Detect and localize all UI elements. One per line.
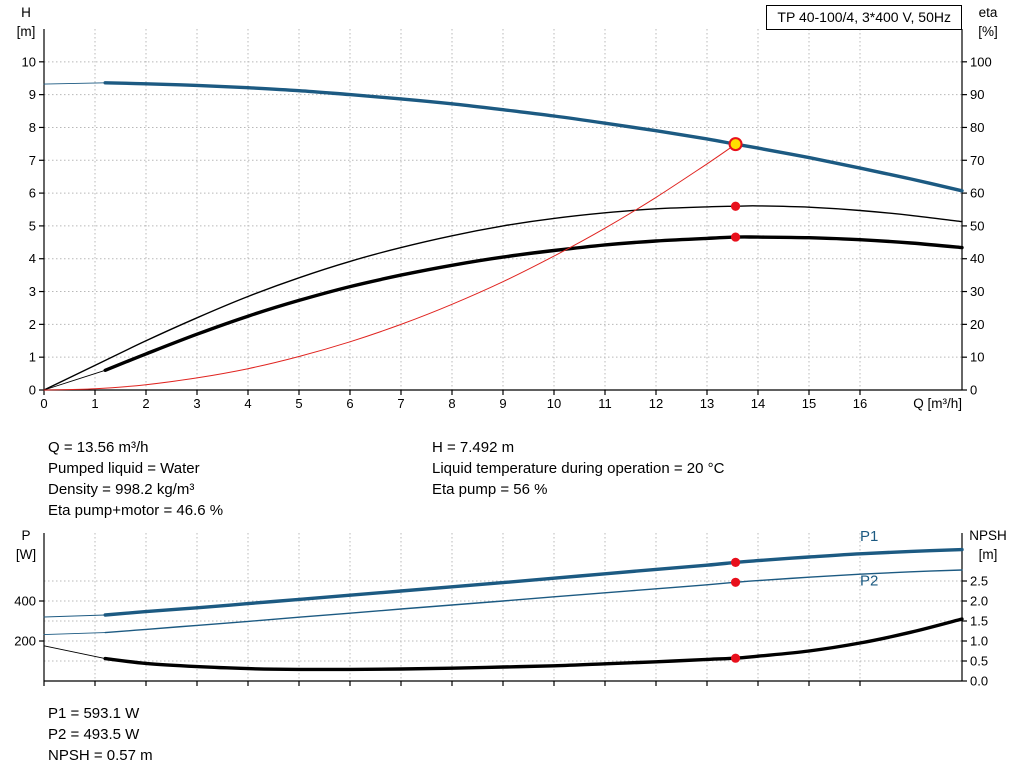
eta-pump-curve [43,205,963,391]
left-axis-tick-label: 6 [29,186,36,201]
left-axis-tick-label: 8 [29,120,36,135]
power-npsh-panel: P1 = 593.1 W P2 = 493.5 W NPSH = 0.57 m [48,703,153,766]
right-axis-tick-label: 1.5 [970,614,988,629]
right-axis-tick-label: 80 [970,120,984,135]
curve-label-p1: P1 [860,528,878,545]
x-axis-tick-label: 15 [802,396,816,411]
left-axis-tick-label: 5 [29,218,36,233]
x-axis-tick-label: 4 [244,396,251,411]
x-axis-tick-label: 16 [853,396,867,411]
right-axis-title-unit: [m] [979,547,998,562]
right-axis-tick-label: 30 [970,284,984,299]
right-axis-title: NPSH [969,528,1007,543]
right-axis-tick-label: 0.0 [970,674,988,689]
right-axis-title: eta [979,5,998,20]
right-axis-tick-label: 10 [970,350,984,365]
x-axis-tick-label: 6 [346,396,353,411]
x-axis-tick-label: 13 [700,396,714,411]
eta-pump-motor-curve [103,235,964,372]
right-axis-tick-label: 2.0 [970,594,988,609]
right-axis-tick-label: 2.5 [970,574,988,589]
left-axis-tick-label: 10 [22,54,36,69]
left-axis-tick-label: 2 [29,317,36,332]
left-axis-title: P [21,528,30,543]
operating-point-dot [730,201,741,211]
head-lead-in [43,82,106,85]
operating-data-right-column: H = 7.492 m Liquid temperature during op… [432,437,724,500]
p2-lead-in [43,632,106,636]
right-axis-tick-label: 60 [970,186,984,201]
eta-pump-motor-lead-in [43,369,106,391]
left-axis-tick-label: 200 [14,634,36,649]
x-axis-tick-label: 11 [598,396,612,411]
operating-point-dot [730,557,741,567]
right-axis-title-unit: [%] [978,24,998,39]
x-axis-tick-label: 3 [193,396,200,411]
left-axis-tick-label: 1 [29,350,36,365]
x-axis-tick-label: 1 [91,396,98,411]
right-axis-tick-label: 70 [970,153,984,168]
bottom-chart-svg: 200 400 0.0 0.5 1.0 1.5 2.0 2.5 P [W] NPSH [m] P1 P2 [14,528,1007,689]
curve-label-p2: P2 [860,572,878,589]
p1-lead-in [43,614,106,618]
x-axis-tick-label: 10 [547,396,561,411]
x-axis-tick-label: 5 [295,396,302,411]
right-axis-tick-label: 90 [970,87,984,102]
right-axis-tick-label: 1.0 [970,634,988,649]
right-axis-tick-label: 0 [970,383,977,398]
info-pumped-liquid: Pumped liquid = Water [48,460,200,477]
x-axis-tick-label: 7 [397,396,404,411]
left-axis-tick-label: 4 [29,251,36,266]
info-eta-pump: Eta pump = 56 % [432,481,548,498]
x-axis-tick-label: 14 [751,396,765,411]
x-axis-tick-label: 0 [40,396,47,411]
right-axis-tick-label: 50 [970,218,984,233]
p2-curve [104,569,963,634]
info-head: H = 7.492 m [432,439,515,456]
info-liquid-temperature: Liquid temperature during operation = 20… [432,460,725,477]
npsh-lead-in [43,645,106,660]
info-flow: Q = 13.56 m³/h [48,439,149,456]
left-axis-tick-label: 3 [29,284,36,299]
p1-curve [103,547,964,617]
right-axis-tick-label: 40 [970,251,984,266]
pump-title-box: TP 40-100/4, 3*400 V, 50Hz [766,5,962,30]
left-axis-title-unit: [W] [16,547,36,562]
left-axis-tick-label: 7 [29,153,36,168]
right-axis-tick-label: 100 [970,54,992,69]
x-axis-tick-label: 2 [142,396,149,411]
right-axis-tick-label: 20 [970,317,984,332]
left-axis-tick-label: 9 [29,87,36,102]
x-axis-title: Q [m³/h] [913,396,962,411]
duty-point-marker [728,137,743,152]
x-axis-tick-label: 9 [499,396,506,411]
system-curve [43,143,737,391]
left-axis-title-unit: [m] [17,24,36,39]
right-axis-tick-label: 0.5 [970,654,988,669]
left-axis-title: H [21,5,31,20]
info-p2: P2 = 493.5 W [48,726,140,743]
info-p1: P1 = 593.1 W [48,705,140,722]
operating-point-dot [730,232,741,242]
operating-data-left-column: Q = 13.56 m³/h Pumped liquid = Water Den… [48,437,223,521]
operating-point-dot [730,653,741,663]
info-eta-pump-motor: Eta pump+motor = 46.6 % [48,502,224,519]
info-npsh: NPSH = 0.57 m [48,747,153,764]
x-axis-tick-label: 8 [448,396,455,411]
left-axis-tick-label: 400 [14,594,36,609]
operating-point-dot [730,577,741,587]
info-density: Density = 998.2 kg/m³ [48,481,195,498]
x-axis-tick-label: 12 [649,396,663,411]
head-curve [103,81,964,193]
left-axis-tick-label: 0 [29,383,36,398]
npsh-curve [103,617,964,672]
